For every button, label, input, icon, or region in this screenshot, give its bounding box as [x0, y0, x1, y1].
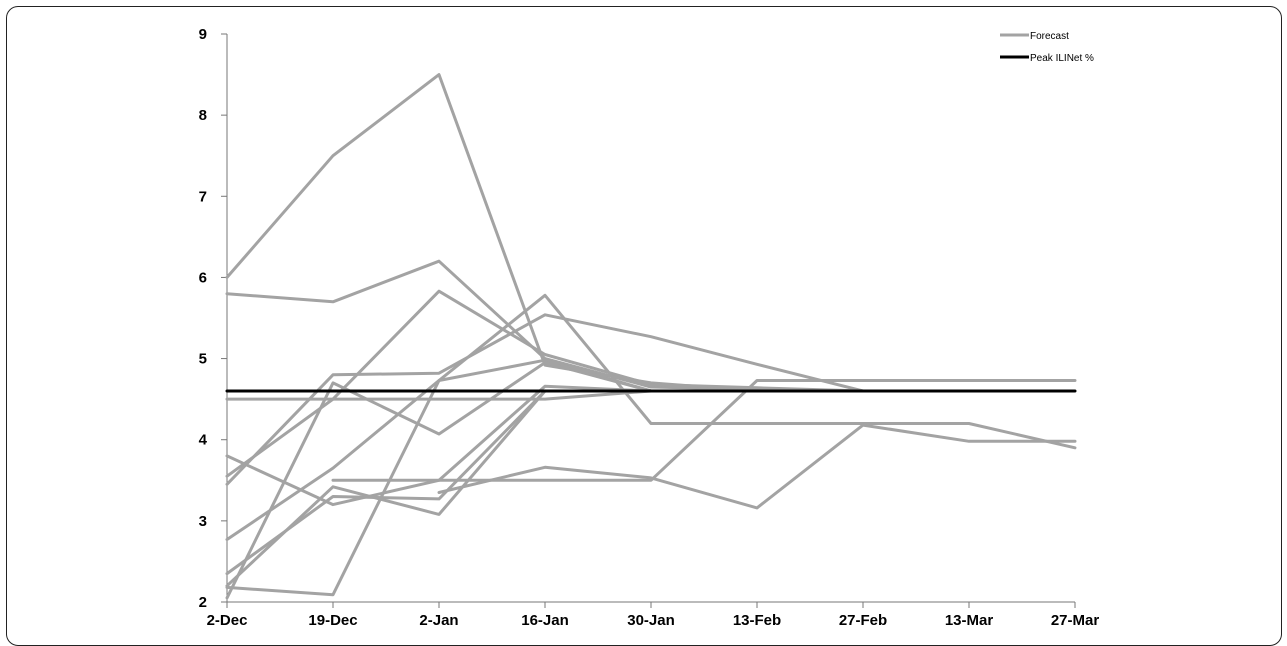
forecast-line — [225, 293, 1077, 541]
series-layer — [225, 73, 1077, 600]
forecast-line — [225, 358, 653, 597]
y-tick-label: 3 — [199, 513, 207, 530]
y-tick-label: 5 — [199, 351, 207, 368]
y-tick-label: 7 — [199, 188, 207, 205]
forecast-line — [225, 389, 547, 576]
forecast-line — [437, 423, 1077, 510]
legend-label: Forecast — [1030, 31, 1069, 42]
x-tick-label: 2-Dec — [207, 612, 248, 628]
y-tick-label: 4 — [199, 432, 208, 449]
forecast-line — [225, 389, 547, 588]
x-tick-label: 27-Feb — [839, 612, 887, 628]
forecast-line — [225, 313, 865, 486]
forecast-line — [225, 259, 865, 393]
y-tick-label: 9 — [199, 26, 207, 43]
forecast-line — [225, 384, 653, 507]
x-tick-label: 30-Jan — [627, 612, 675, 628]
forecast-line — [225, 361, 653, 600]
legend-label: Peak ILINet % — [1030, 53, 1094, 64]
y-tick-label: 2 — [199, 594, 207, 611]
x-tick-label: 19-Dec — [308, 612, 357, 628]
axes: 2 3 4 5 6 7 8 9 2-Dec 19-Dec 2-Jan 16-Jan 30-Jan 13-F… — [199, 26, 1100, 628]
forecast-line — [225, 389, 653, 401]
x-tick-label: 27-Mar — [1051, 612, 1100, 628]
x-tick-label: 13-Feb — [733, 612, 781, 628]
x-tick-label: 16-Jan — [521, 612, 569, 628]
forecast-line — [331, 379, 1077, 482]
y-tick-label: 8 — [199, 107, 207, 124]
chart-frame — [6, 6, 1282, 646]
x-tick-label: 2-Jan — [419, 612, 458, 628]
line-chart: 2 3 4 5 6 7 8 9 2-Dec 19-Dec 2-Jan 16-Jan 30-Jan 13-F… — [199, 26, 1100, 628]
legend: Forecast Peak ILINet % — [1000, 31, 1094, 64]
x-tick-label: 13-Mar — [945, 612, 994, 628]
y-tick-label: 6 — [199, 269, 207, 286]
